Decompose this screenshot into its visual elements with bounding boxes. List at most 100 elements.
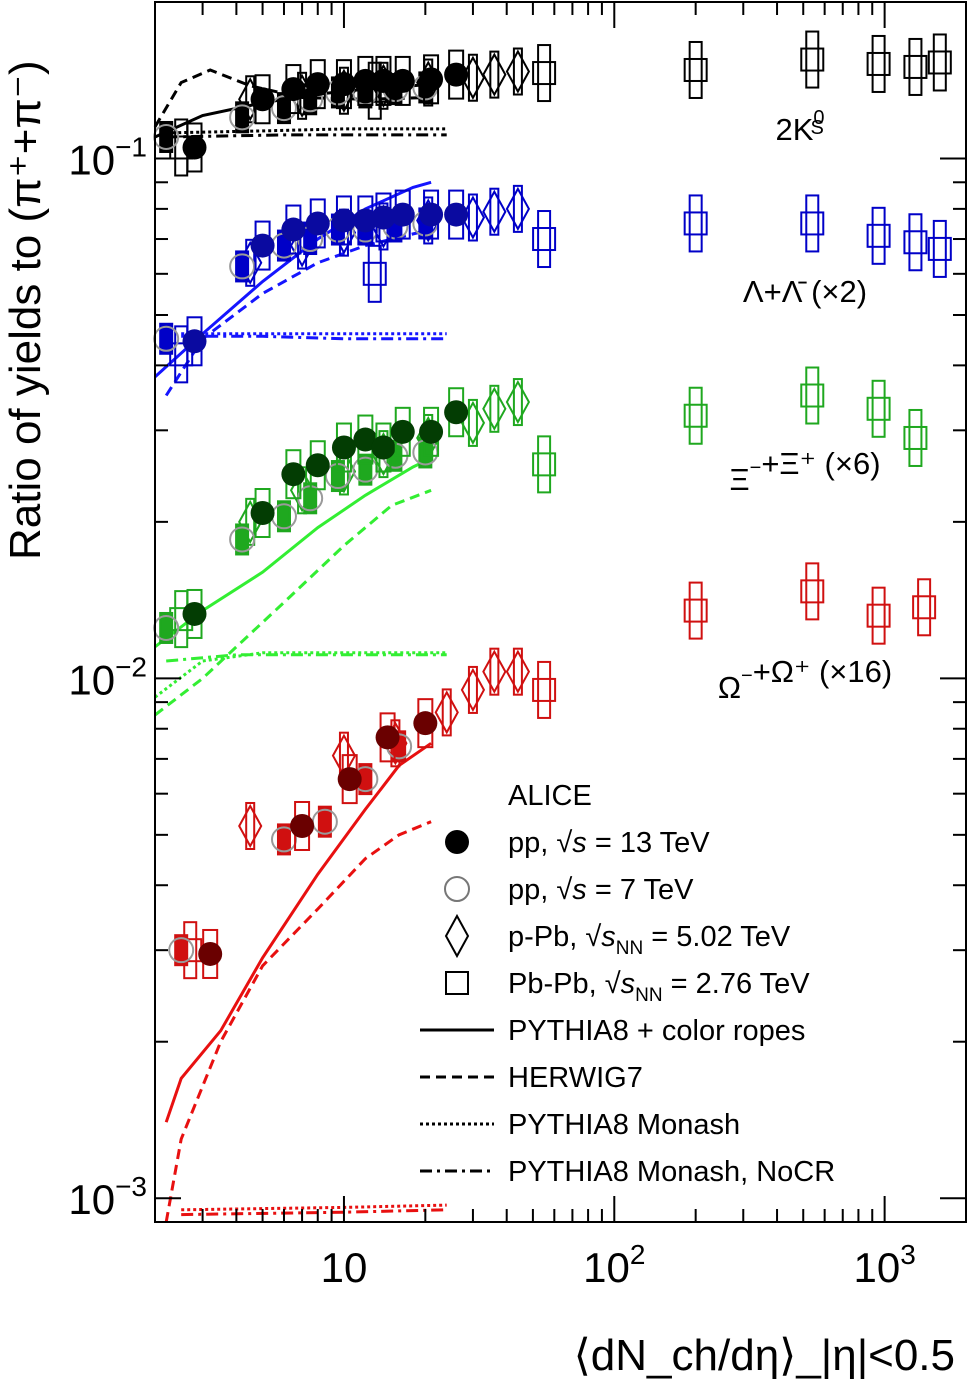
curve-xi-nocr <box>166 653 447 663</box>
species-label-lambda: Λ+Λ̄ (×2) <box>743 274 867 309</box>
marker-ppb-diamond <box>505 379 531 425</box>
sys-box-ppb <box>512 647 523 696</box>
marker-pp13-circle <box>331 72 356 97</box>
species-labels: 2K0S Λ+Λ̄ (×2) Ξ−+Ξ⁺ (×6) Ω−+Ω⁺ (×16) <box>718 107 892 705</box>
marker-pbpb-square <box>927 236 952 261</box>
curve-xi-monash <box>154 651 447 699</box>
marker-pp13-circle <box>390 68 415 93</box>
sys-box-pbpb <box>805 562 820 621</box>
curve-omega-nocr <box>181 1208 447 1217</box>
sys-box-pp7 <box>174 934 189 967</box>
marker-pbpb-square <box>532 677 557 702</box>
sys-box-pbpb <box>805 194 820 253</box>
marker-pp13-circle <box>419 202 444 227</box>
marker-pp13-circle <box>250 233 275 258</box>
sys-box-pbpb <box>688 386 703 445</box>
marker-pbpb-square <box>903 425 928 450</box>
legend-label: PYTHIA8 Monash <box>508 1109 740 1141</box>
marker-pp13-circle <box>250 501 275 526</box>
sys-box-ppb <box>467 193 478 242</box>
sys-box-pbpb <box>871 206 886 265</box>
legend-marker <box>445 971 469 995</box>
marker-ppb-diamond <box>238 803 263 849</box>
legend-entry-PbPb: Pb-Pb, √sNN = 2.76 TeV <box>445 968 810 1006</box>
marker-pbpb-square <box>683 598 708 623</box>
marker-pp13-circle <box>444 202 469 227</box>
series-xi <box>153 366 928 717</box>
sys-box-ppb <box>245 497 256 546</box>
x-tick-label: 103 <box>853 1239 915 1291</box>
marker-pbpb-square <box>532 227 557 252</box>
marker-pp7-circle <box>229 526 256 553</box>
curve-omega-monash <box>181 1203 447 1212</box>
legend-experiment: ALICE <box>508 780 592 812</box>
marker-pbpb-square <box>800 47 825 72</box>
marker-ppb-diamond <box>482 189 507 234</box>
sys-box-pbpb <box>537 44 552 103</box>
marker-pp13-circle <box>281 217 306 242</box>
marker-pbpb-square <box>532 452 557 477</box>
marker-pp13-circle <box>375 725 400 750</box>
sys-box-ppb <box>467 53 478 102</box>
x-axis-title-text: ⟨dN_ch/dη⟩_|η|<0.5 <box>574 1331 955 1380</box>
sys-box-pp7 <box>235 523 250 556</box>
marker-pp13-circle <box>413 711 438 736</box>
marker-pp13-circle <box>444 62 469 87</box>
series-lambda <box>153 180 952 397</box>
sys-box-pp7 <box>159 322 174 355</box>
marker-pp13-circle <box>444 400 469 425</box>
marker-pbpb-square <box>927 50 952 75</box>
legend-label: p-Pb, √sNN = 5.02 TeV <box>508 921 791 959</box>
species-label-xi: Ξ−+Ξ⁺ (×6) <box>729 446 880 497</box>
sys-box-pbpb <box>537 435 552 494</box>
marker-ppb-diamond <box>460 667 486 713</box>
marker-pp13-circle <box>305 211 330 236</box>
sys-box-ppb <box>489 647 500 696</box>
sys-box-pp7 <box>276 823 291 856</box>
marker-pbpb-square <box>800 383 825 408</box>
sys-box-pbpb <box>688 40 703 99</box>
marker-pbpb-square <box>362 261 387 286</box>
legend-label: HERWIG7 <box>508 1062 643 1094</box>
legend-marker <box>445 830 469 854</box>
marker-pbpb-square <box>866 51 891 76</box>
sys-box-ppb <box>489 384 500 433</box>
sys-box-pp7 <box>358 453 373 486</box>
marker-pp13-circle <box>371 68 396 93</box>
legend-label: pp, √s = 7 TeV <box>508 874 694 906</box>
sys-box-ppb <box>245 801 256 850</box>
series-omega <box>164 562 937 1223</box>
sys-box-pbpb <box>688 194 703 253</box>
marker-pbpb-square <box>800 211 825 236</box>
marker-pp7-circle <box>229 253 256 280</box>
marker-pp13-circle <box>390 419 415 444</box>
marker-pbpb-square <box>800 579 825 604</box>
y-tick-label: 10−1 <box>68 131 147 183</box>
marker-pp13-circle <box>371 205 396 230</box>
sys-box-pbpb <box>537 210 552 269</box>
sys-box-pbpb <box>871 586 886 645</box>
marker-pp13-circle <box>353 427 378 452</box>
marker-ppb-diamond <box>505 649 531 694</box>
marker-pp13-circle <box>390 202 415 227</box>
marker-pp13-circle <box>331 435 356 460</box>
axes-layer: 10 102 103 10−3 10−2 10−1 <box>68 1 967 1291</box>
legend-entry-rope: PYTHIA8 + color ropes <box>420 1015 805 1047</box>
sys-box-pbpb <box>932 219 947 278</box>
sys-box-pbpb <box>367 244 382 303</box>
sys-box-ppb <box>512 378 523 427</box>
curve-omega-herwig <box>164 820 432 1223</box>
curve-lambda-nocr <box>181 334 447 341</box>
marker-pp13-circle <box>305 453 330 478</box>
legend-entry-pp7: pp, √s = 7 TeV <box>444 874 694 906</box>
legend-entry-monash: PYTHIA8 Monash <box>420 1109 740 1141</box>
marker-ppb-diamond <box>505 186 531 231</box>
marker-pbpb-square <box>903 54 928 79</box>
sys-box-ppb <box>489 50 500 99</box>
sys-box-pp7 <box>235 101 250 134</box>
marker-pp13-circle <box>290 813 315 838</box>
x-axis-title: ⟨dN_ch/dη⟩_|η|<0.5 <box>574 1331 955 1380</box>
sys-box-pbpb <box>688 581 703 640</box>
curve-k0s-nocr <box>166 133 447 139</box>
y-tick-label: 10−3 <box>68 1171 147 1223</box>
